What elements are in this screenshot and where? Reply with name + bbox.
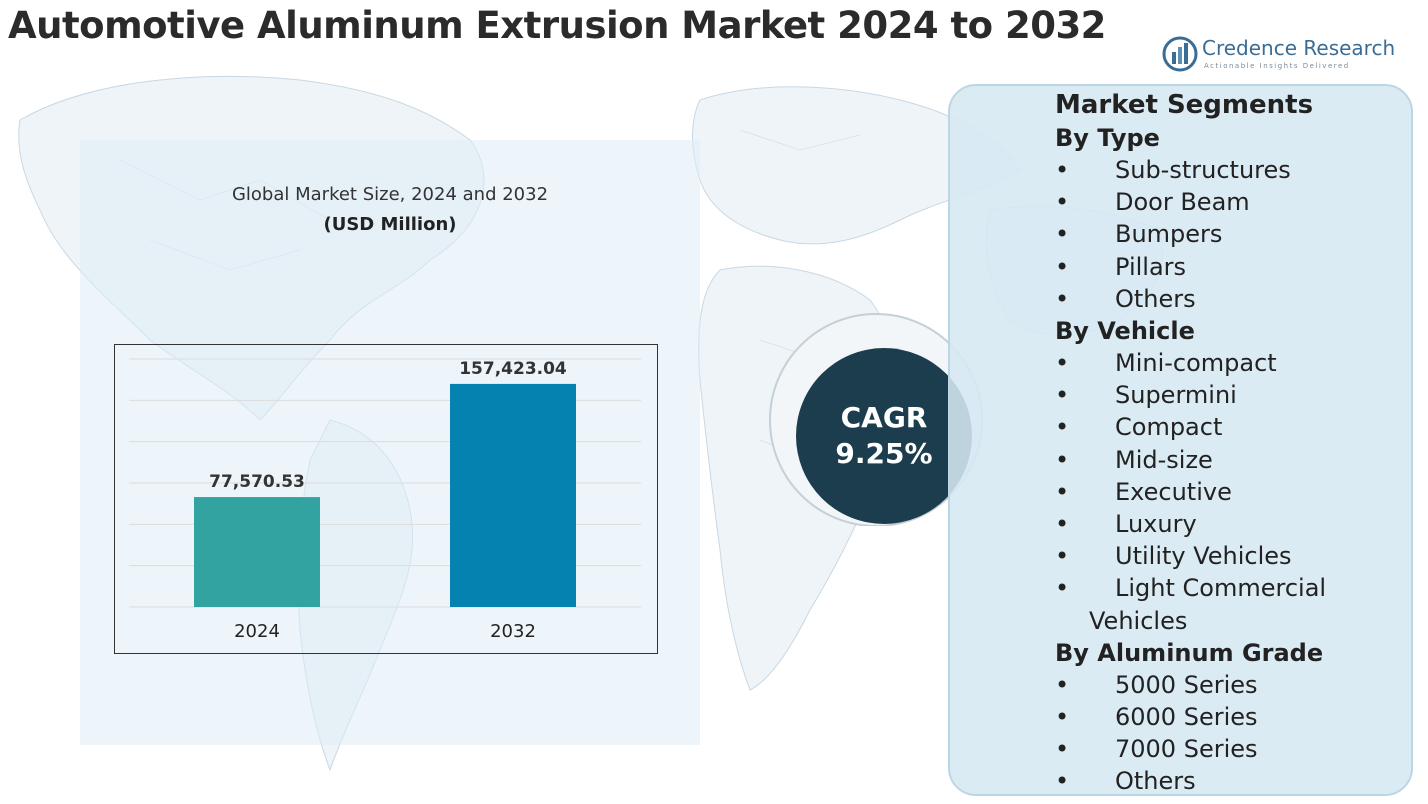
segments-list: Market Segments By Type • Sub-structures …	[1055, 88, 1415, 798]
segments-heading: Market Segments	[1055, 90, 1314, 120]
list-item: • Light Commercial	[1055, 574, 1327, 603]
x-tick-label-2024: 2024	[234, 621, 280, 642]
bar-chart-svg: 77,570.53 2024 157,423.04 2032	[129, 358, 641, 642]
group-heading-type: By Type	[1055, 124, 1160, 152]
list-item: • Supermini	[1055, 381, 1237, 410]
list-item: • 7000 Series	[1055, 735, 1258, 764]
group-heading-vehicle: By Vehicle	[1055, 317, 1195, 346]
list-item: • Door Beam	[1055, 188, 1250, 217]
list-item: • 6000 Series	[1055, 703, 1258, 732]
chart-units: (USD Million)	[323, 214, 457, 235]
list-item: • Others	[1055, 767, 1196, 796]
list-item-continuation: Vehicles	[1089, 606, 1188, 635]
list-item: • Utility Vehicles	[1055, 542, 1292, 571]
list-item: • Others	[1055, 284, 1196, 313]
data-label-2032: 157,423.04	[459, 359, 567, 379]
bar-2032	[450, 383, 576, 607]
list-item: • Compact	[1055, 413, 1223, 442]
cagr-circle: CAGR 9.25%	[796, 348, 972, 524]
list-item: • Mini-compact	[1055, 349, 1277, 378]
list-item: • 5000 Series	[1055, 670, 1258, 699]
data-label-2024: 77,570.53	[209, 472, 305, 492]
cagr-value: 9.25%	[835, 437, 933, 470]
bar-2024	[194, 497, 320, 607]
cagr-badge: CAGR 9.25%	[766, 306, 986, 526]
group-heading-grade: By Aluminum Grade	[1055, 638, 1324, 667]
list-item: • Pillars	[1055, 252, 1187, 281]
bar-chart-logo-icon	[1162, 36, 1198, 72]
list-item: • Luxury	[1055, 510, 1197, 539]
chart-subtitle: Global Market Size, 2024 and 2032	[231, 184, 549, 205]
cagr-label: CAGR	[840, 401, 928, 434]
list-item: • Mid-size	[1055, 445, 1213, 474]
page-title: Automotive Aluminum Extrusion Market 202…	[8, 4, 1106, 47]
list-item: • Bumpers	[1055, 220, 1223, 249]
x-tick-label-2032: 2032	[490, 621, 536, 642]
segments-panel	[948, 84, 1413, 796]
list-item: • Executive	[1055, 477, 1232, 506]
logo-name: Credence Research	[1202, 36, 1396, 60]
credence-logo: Credence Research Actionable Insights De…	[1162, 36, 1402, 76]
chart-panel	[80, 140, 700, 745]
bar-chart: 77,570.53 2024 157,423.04 2032	[114, 344, 658, 654]
logo-tagline: Actionable Insights Delivered	[1204, 62, 1350, 70]
list-item: • Sub-structures	[1055, 156, 1291, 184]
